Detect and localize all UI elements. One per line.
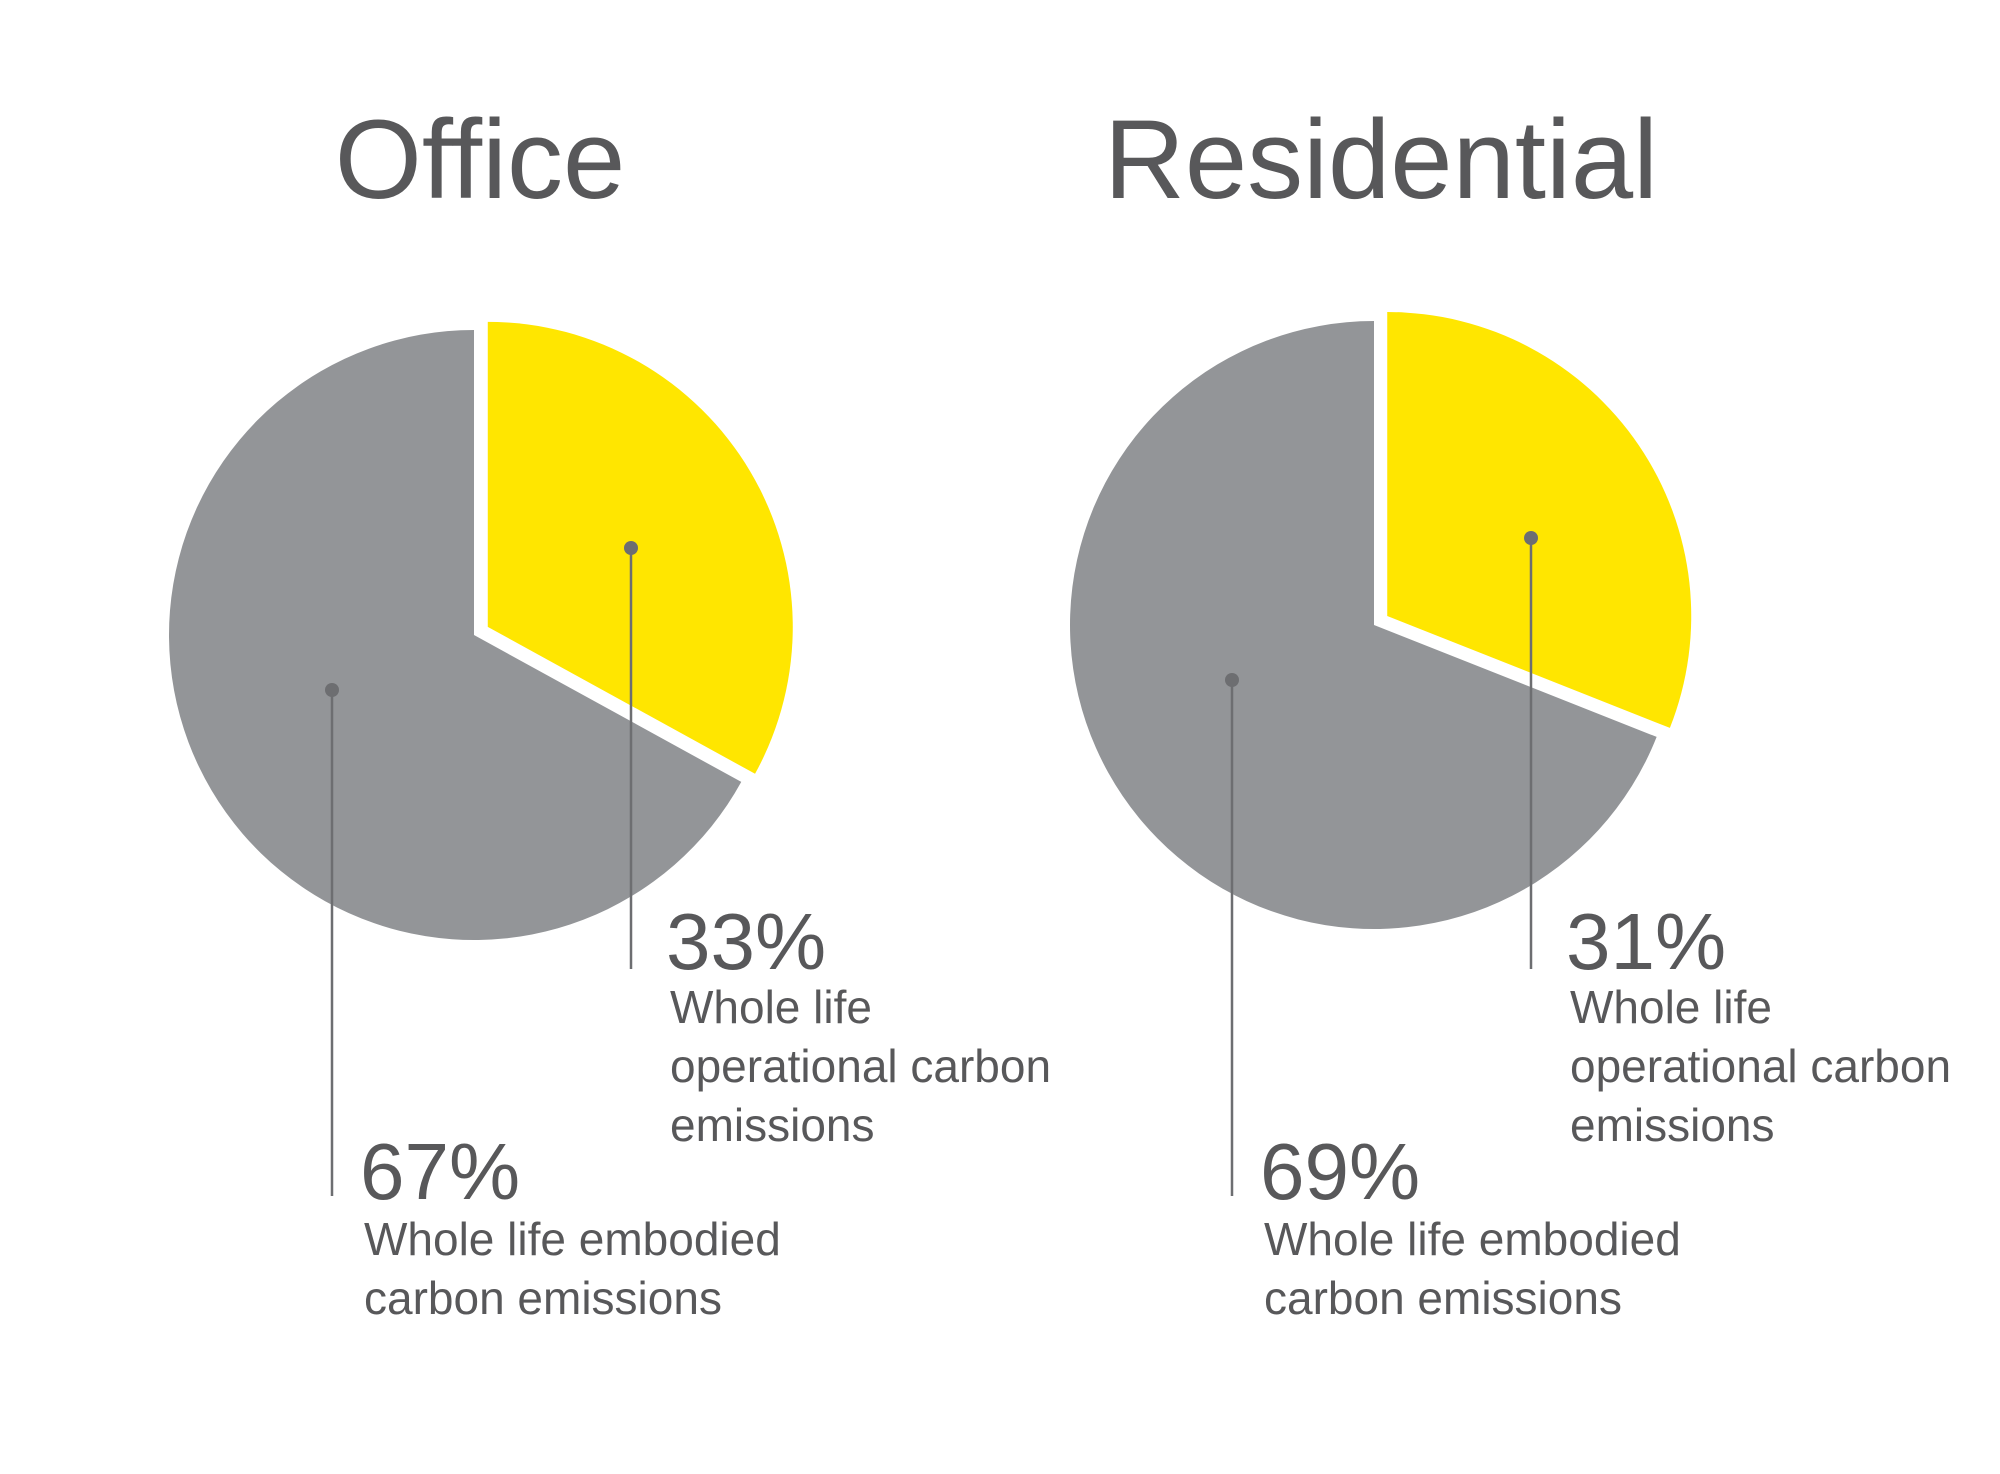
leader-dot [1225,673,1239,687]
slice-label: Whole life embodied carbon emissions [364,1213,781,1324]
value-label: 67% [360,1127,520,1216]
pie-slice [487,321,793,774]
leader-dot [624,541,638,555]
value-label: 69% [1260,1127,1420,1216]
chart-title: Residential [1104,97,1658,222]
slice-label: Whole life operational carbon emissions [1570,981,1952,1151]
pie-slice [169,330,742,940]
chart-title: Office [335,97,626,222]
leader-dot [325,683,339,697]
slice-label: Whole life embodied carbon emissions [1264,1213,1681,1324]
leader-dot [1524,531,1538,545]
pie-slice [1070,321,1657,929]
pie-slice [1387,312,1692,728]
value-label: 31% [1566,897,1726,986]
value-label: 33% [666,897,826,986]
slice-label: Whole life operational carbon emissions [670,981,1052,1151]
